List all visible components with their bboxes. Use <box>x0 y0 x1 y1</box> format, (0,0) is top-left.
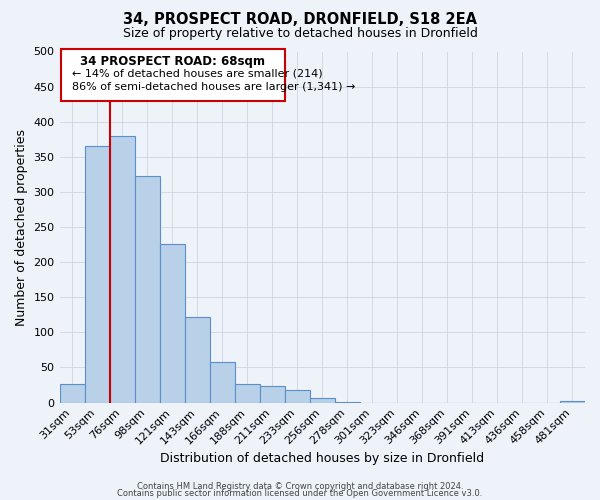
Bar <box>560 401 585 402</box>
Bar <box>185 317 209 402</box>
Bar <box>85 146 110 402</box>
Text: Contains HM Land Registry data © Crown copyright and database right 2024.: Contains HM Land Registry data © Crown c… <box>137 482 463 491</box>
Bar <box>285 390 310 402</box>
Text: 34 PROSPECT ROAD: 68sqm: 34 PROSPECT ROAD: 68sqm <box>80 55 265 68</box>
Bar <box>209 362 235 403</box>
Bar <box>110 136 134 402</box>
FancyBboxPatch shape <box>61 50 285 100</box>
Text: 34, PROSPECT ROAD, DRONFIELD, S18 2EA: 34, PROSPECT ROAD, DRONFIELD, S18 2EA <box>123 12 477 28</box>
Text: Size of property relative to detached houses in Dronfield: Size of property relative to detached ho… <box>122 28 478 40</box>
Bar <box>59 384 85 402</box>
Y-axis label: Number of detached properties: Number of detached properties <box>15 128 28 326</box>
X-axis label: Distribution of detached houses by size in Dronfield: Distribution of detached houses by size … <box>160 452 484 465</box>
Bar <box>134 176 160 402</box>
Bar <box>160 244 185 402</box>
Text: ← 14% of detached houses are smaller (214): ← 14% of detached houses are smaller (21… <box>72 68 323 78</box>
Bar <box>235 384 260 402</box>
Bar <box>310 398 335 402</box>
Text: Contains public sector information licensed under the Open Government Licence v3: Contains public sector information licen… <box>118 488 482 498</box>
Bar <box>260 386 285 402</box>
Text: 86% of semi-detached houses are larger (1,341) →: 86% of semi-detached houses are larger (… <box>72 82 355 92</box>
